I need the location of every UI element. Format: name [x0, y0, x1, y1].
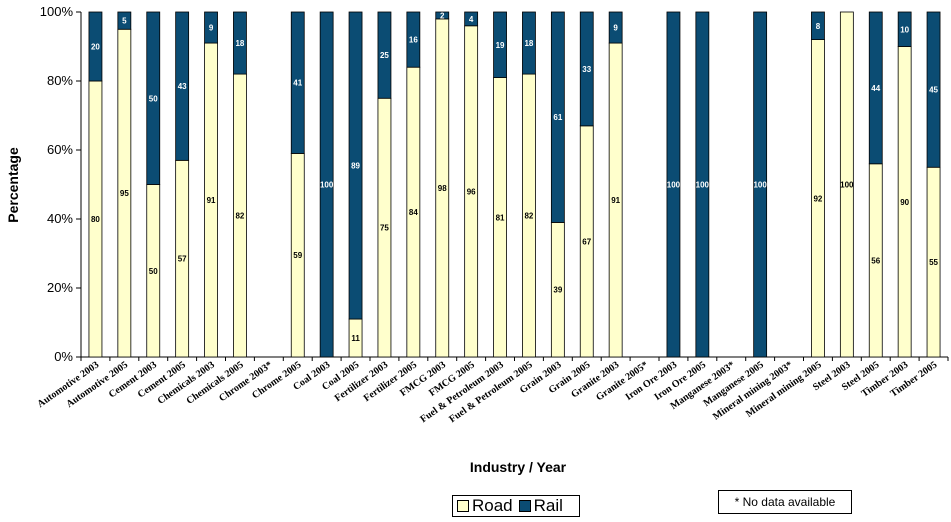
data-label-road: 67 [582, 237, 591, 246]
data-label-rail: 100 [667, 181, 681, 190]
data-label-road: 90 [900, 198, 909, 207]
data-label-rail: 18 [524, 39, 533, 48]
data-label-rail: 19 [496, 41, 505, 50]
data-label-road: 75 [380, 224, 389, 233]
legend-label-road: Road [472, 496, 513, 515]
bar-rail [666, 11, 681, 358]
data-label-road: 95 [120, 189, 129, 198]
data-label-road: 96 [467, 187, 476, 196]
data-label-road: 91 [611, 196, 620, 205]
legend: Road Rail [452, 495, 580, 517]
bar-rail [319, 11, 334, 358]
data-label-rail: 43 [178, 82, 187, 91]
no-data-note: * No data available [718, 490, 852, 514]
data-label-road: 80 [91, 215, 100, 224]
bar-rail [868, 11, 883, 165]
x-axis-title: Industry / Year [470, 459, 567, 475]
bar-rail [377, 11, 392, 99]
y-tick-label: 40% [47, 211, 73, 226]
data-label-rail: 41 [293, 79, 302, 88]
legend-swatch-rail [518, 500, 531, 512]
y-tick-label: 20% [47, 280, 73, 295]
data-label-road: 100 [840, 181, 854, 190]
data-label-road: 56 [871, 256, 880, 265]
data-label-rail: 8 [816, 22, 821, 31]
data-label-road: 57 [178, 255, 187, 264]
data-label-rail: 50 [149, 94, 158, 103]
data-label-rail: 4 [469, 15, 474, 24]
y-tick-label: 80% [47, 73, 73, 88]
data-label-road: 50 [149, 267, 158, 276]
data-label-road: 11 [351, 334, 360, 343]
data-label-road: 91 [207, 196, 216, 205]
legend-item-rail: Rail [518, 496, 563, 516]
bar-rail [406, 11, 421, 68]
data-label-road: 59 [293, 251, 302, 260]
data-label-rail: 100 [320, 181, 334, 190]
legend-label-rail: Rail [533, 496, 563, 515]
y-axis-title: Percentage [5, 147, 21, 223]
data-label-rail: 61 [553, 113, 562, 122]
bar-rail [550, 11, 565, 223]
data-label-rail: 45 [929, 86, 938, 95]
data-label-rail: 18 [235, 39, 244, 48]
data-label-rail: 100 [696, 181, 710, 190]
bar-rail [146, 11, 161, 185]
data-label-rail: 10 [900, 25, 909, 34]
data-label-rail: 16 [409, 36, 418, 45]
data-label-road: 92 [813, 194, 822, 203]
bar-rail [290, 11, 305, 154]
bar-rail [435, 11, 450, 20]
data-label-road: 84 [409, 208, 418, 217]
data-label-road: 82 [524, 212, 533, 221]
bar-rail [897, 11, 912, 47]
bar-rail [579, 11, 594, 127]
data-label-rail: 9 [209, 24, 214, 33]
data-label-rail: 9 [613, 24, 618, 33]
data-label-rail: 20 [91, 43, 100, 52]
data-label-road: 98 [438, 184, 447, 193]
data-label-road: 81 [496, 213, 505, 222]
bar-rail [608, 11, 623, 44]
y-tick-label: 60% [47, 142, 73, 157]
bar-rail [348, 11, 363, 320]
data-label-rail: 5 [122, 17, 127, 26]
bar-rail [493, 11, 507, 78]
data-label-road: 55 [929, 258, 938, 267]
data-label-rail: 33 [582, 65, 591, 74]
bar-rail [233, 11, 247, 75]
y-tick-label: 0% [54, 349, 73, 364]
y-tick-label: 100% [40, 4, 74, 19]
bar-road [839, 11, 854, 358]
bar-rail [204, 11, 218, 44]
data-label-rail: 25 [380, 51, 389, 60]
bar-rail [926, 11, 941, 168]
data-label-road: 82 [235, 212, 244, 221]
data-label-rail: 100 [753, 181, 767, 190]
legend-item-road: Road [457, 496, 513, 516]
data-label-rail: 89 [351, 162, 360, 171]
bar-rail [522, 11, 536, 75]
bar-rail [117, 11, 132, 30]
bar-rail [88, 11, 103, 82]
data-label-rail: 44 [871, 84, 880, 93]
bar-rail [695, 11, 710, 358]
bar-rail [811, 11, 825, 41]
data-label-road: 39 [553, 286, 562, 295]
bar-rail [175, 11, 190, 161]
data-label-rail: 2 [440, 11, 445, 20]
bar-rail [464, 11, 479, 27]
bar-rail [753, 11, 768, 358]
legend-swatch-road [457, 500, 469, 512]
